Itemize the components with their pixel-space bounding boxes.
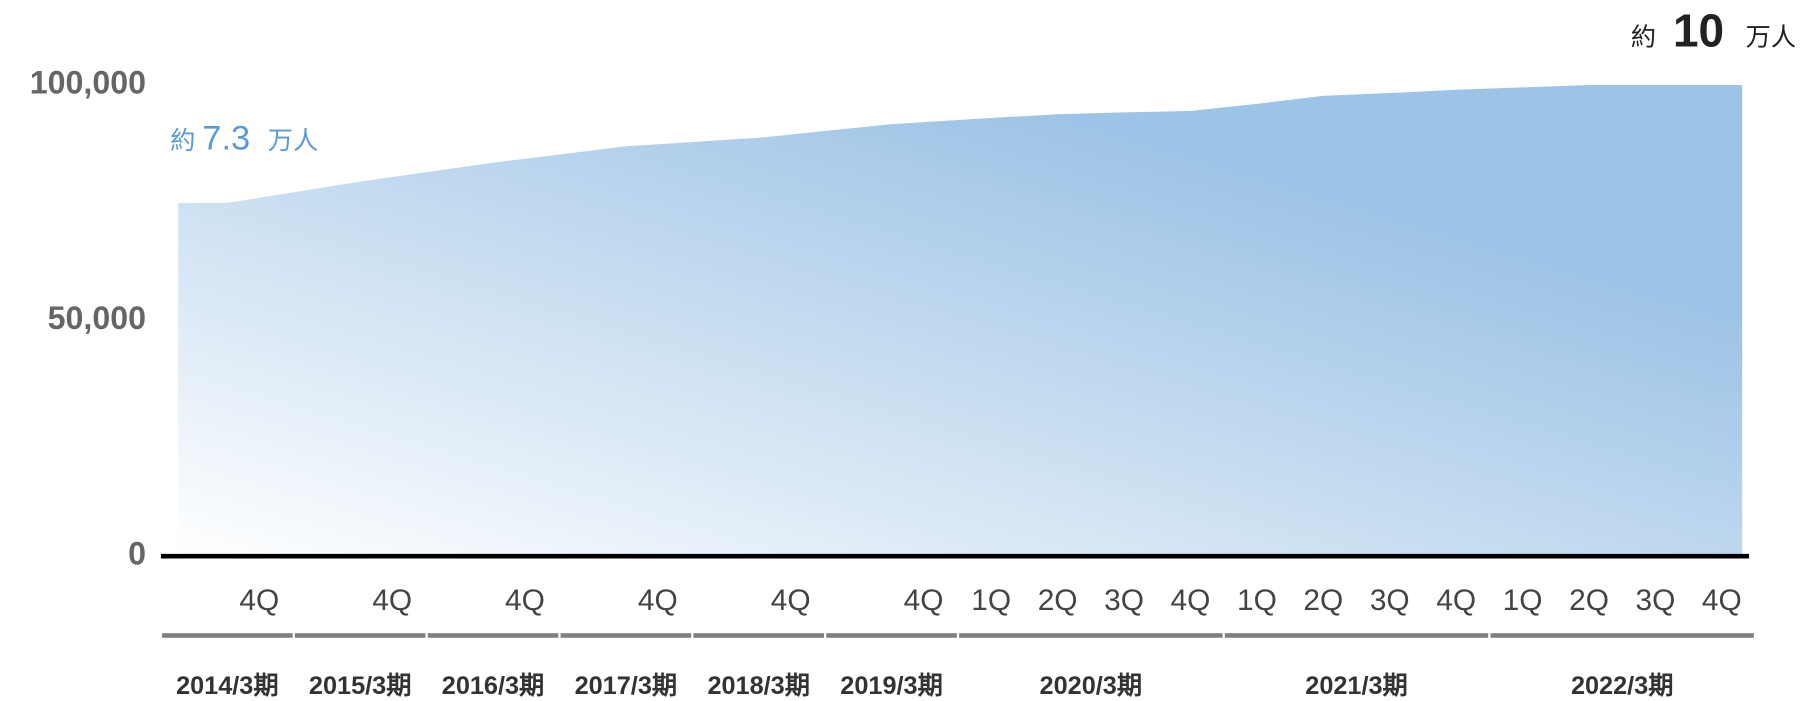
group-underline	[1490, 633, 1754, 638]
annotation-unit: 万人	[268, 127, 319, 155]
x-tick-label: 3Q	[1370, 584, 1410, 617]
group-underline	[294, 633, 426, 638]
x-tick-label: 2Q	[1303, 584, 1343, 617]
x-tick-label: 2Q	[1569, 584, 1609, 617]
x-tick-label: 4Q	[904, 584, 944, 617]
group-underline	[1224, 633, 1489, 638]
group-underline	[959, 633, 1223, 638]
group-underline	[693, 633, 825, 638]
group-label: 2016/3期	[442, 672, 545, 700]
area	[178, 85, 1743, 557]
x-tick-label: 4Q	[239, 584, 279, 617]
group-label: 2014/3期	[176, 672, 279, 700]
group-label: 2015/3期	[309, 672, 412, 700]
x-tick-label: 3Q	[1636, 584, 1676, 617]
x-tick-label: 3Q	[1104, 584, 1144, 617]
x-tick-label: 1Q	[1237, 584, 1277, 617]
x-tick-label: 4Q	[372, 584, 412, 617]
x-tick-label: 4Q	[1436, 584, 1476, 617]
x-tick-label: 1Q	[971, 584, 1011, 617]
group-label: 2017/3期	[575, 672, 678, 700]
group-label: 2019/3期	[840, 672, 943, 700]
y-tick-label: 100,000	[30, 65, 146, 101]
x-tick-label: 4Q	[505, 584, 545, 617]
group-underline	[427, 633, 559, 638]
y-tick-label: 50,000	[48, 300, 146, 336]
annotation-unit: 万人	[1746, 24, 1797, 52]
group-label: 2020/3期	[1040, 672, 1143, 700]
annotation-number: 10	[1673, 5, 1724, 57]
group-label: 2021/3期	[1305, 672, 1408, 700]
annotation-number: 7.3	[202, 119, 250, 157]
group-label: 2022/3期	[1571, 672, 1674, 700]
group-underline	[162, 633, 293, 638]
x-tick-label: 4Q	[638, 584, 678, 617]
x-tick-label: 4Q	[1702, 584, 1742, 617]
annotation-prefix: 約	[170, 127, 195, 155]
annotation-prefix: 約	[1631, 24, 1656, 52]
group-underline	[560, 633, 692, 638]
group-label: 2018/3期	[707, 672, 810, 700]
x-tick-label: 1Q	[1503, 584, 1543, 617]
x-tick-label: 4Q	[771, 584, 811, 617]
group-underline	[826, 633, 957, 638]
x-tick-label: 2Q	[1038, 584, 1078, 617]
y-tick-label: 0	[128, 536, 146, 572]
x-tick-label: 4Q	[1171, 584, 1211, 617]
